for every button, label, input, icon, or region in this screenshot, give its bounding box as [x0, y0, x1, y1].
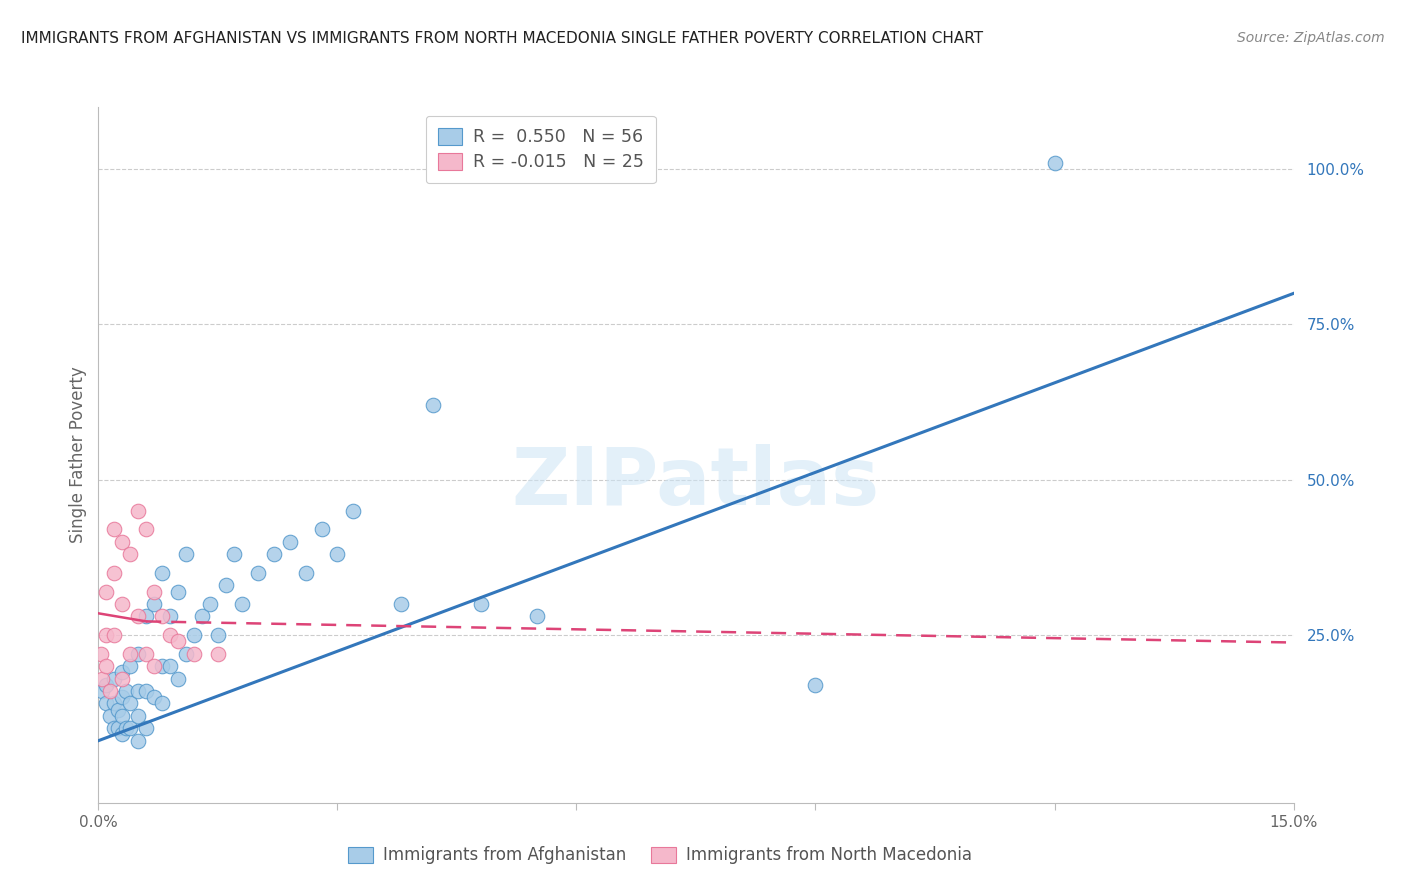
Point: [422, 398, 444, 412]
Point: [198, 597, 221, 611]
Point: [103, 721, 125, 735]
Point: [111, 534, 134, 549]
Y-axis label: Single Father Poverty: Single Father Poverty: [69, 367, 87, 543]
Point: [167, 672, 190, 686]
Point: [167, 634, 190, 648]
Point: [111, 690, 134, 705]
Point: [470, 597, 492, 611]
Point: [96, 697, 118, 711]
Point: [111, 672, 134, 686]
Point: [96, 659, 118, 673]
Point: [183, 628, 205, 642]
Point: [526, 609, 548, 624]
Point: [294, 566, 316, 580]
Point: [150, 609, 173, 624]
Point: [246, 566, 269, 580]
Point: [103, 628, 125, 642]
Point: [120, 721, 142, 735]
Point: [150, 697, 173, 711]
Point: [167, 584, 190, 599]
Point: [207, 628, 229, 642]
Point: [107, 721, 129, 735]
Point: [150, 566, 173, 580]
Point: [111, 727, 134, 741]
Point: [311, 523, 333, 537]
Point: [159, 659, 181, 673]
Point: [120, 547, 142, 561]
Point: [183, 647, 205, 661]
Point: [96, 678, 118, 692]
Point: [120, 697, 142, 711]
Point: [91, 684, 114, 698]
Point: [231, 597, 253, 611]
Point: [278, 534, 301, 549]
Point: [135, 647, 157, 661]
Point: [135, 609, 157, 624]
Point: [135, 523, 157, 537]
Point: [159, 628, 181, 642]
Point: [174, 547, 197, 561]
Text: ZIPatlas: ZIPatlas: [512, 443, 880, 522]
Point: [135, 684, 157, 698]
Point: [222, 547, 245, 561]
Point: [115, 721, 138, 735]
Point: [127, 684, 149, 698]
Point: [143, 584, 166, 599]
Point: [115, 684, 138, 698]
Point: [91, 672, 114, 686]
Point: [342, 504, 364, 518]
Point: [127, 647, 149, 661]
Point: [143, 597, 166, 611]
Point: [96, 584, 118, 599]
Point: [263, 547, 285, 561]
Point: [143, 690, 166, 705]
Point: [389, 597, 412, 611]
Point: [111, 597, 134, 611]
Point: [103, 697, 125, 711]
Point: [120, 647, 142, 661]
Point: [135, 721, 157, 735]
Point: [103, 523, 125, 537]
Point: [174, 647, 197, 661]
Point: [215, 578, 238, 592]
Point: [98, 684, 122, 698]
Point: [143, 659, 166, 673]
Point: [150, 659, 173, 673]
Point: [326, 547, 349, 561]
Point: [127, 733, 149, 747]
Text: Source: ZipAtlas.com: Source: ZipAtlas.com: [1237, 31, 1385, 45]
Point: [804, 678, 827, 692]
Point: [127, 708, 149, 723]
Point: [127, 504, 149, 518]
Point: [127, 609, 149, 624]
Point: [96, 628, 118, 642]
Point: [107, 703, 129, 717]
Legend: Immigrants from Afghanistan, Immigrants from North Macedonia: Immigrants from Afghanistan, Immigrants …: [342, 839, 979, 871]
Text: IMMIGRANTS FROM AFGHANISTAN VS IMMIGRANTS FROM NORTH MACEDONIA SINGLE FATHER POV: IMMIGRANTS FROM AFGHANISTAN VS IMMIGRANT…: [21, 31, 983, 46]
Point: [111, 708, 134, 723]
Point: [111, 665, 134, 680]
Point: [207, 647, 229, 661]
Point: [90, 647, 112, 661]
Point: [103, 566, 125, 580]
Point: [191, 609, 214, 624]
Point: [159, 609, 181, 624]
Point: [120, 659, 142, 673]
Point: [103, 672, 125, 686]
Point: [98, 708, 122, 723]
Point: [1043, 156, 1066, 170]
